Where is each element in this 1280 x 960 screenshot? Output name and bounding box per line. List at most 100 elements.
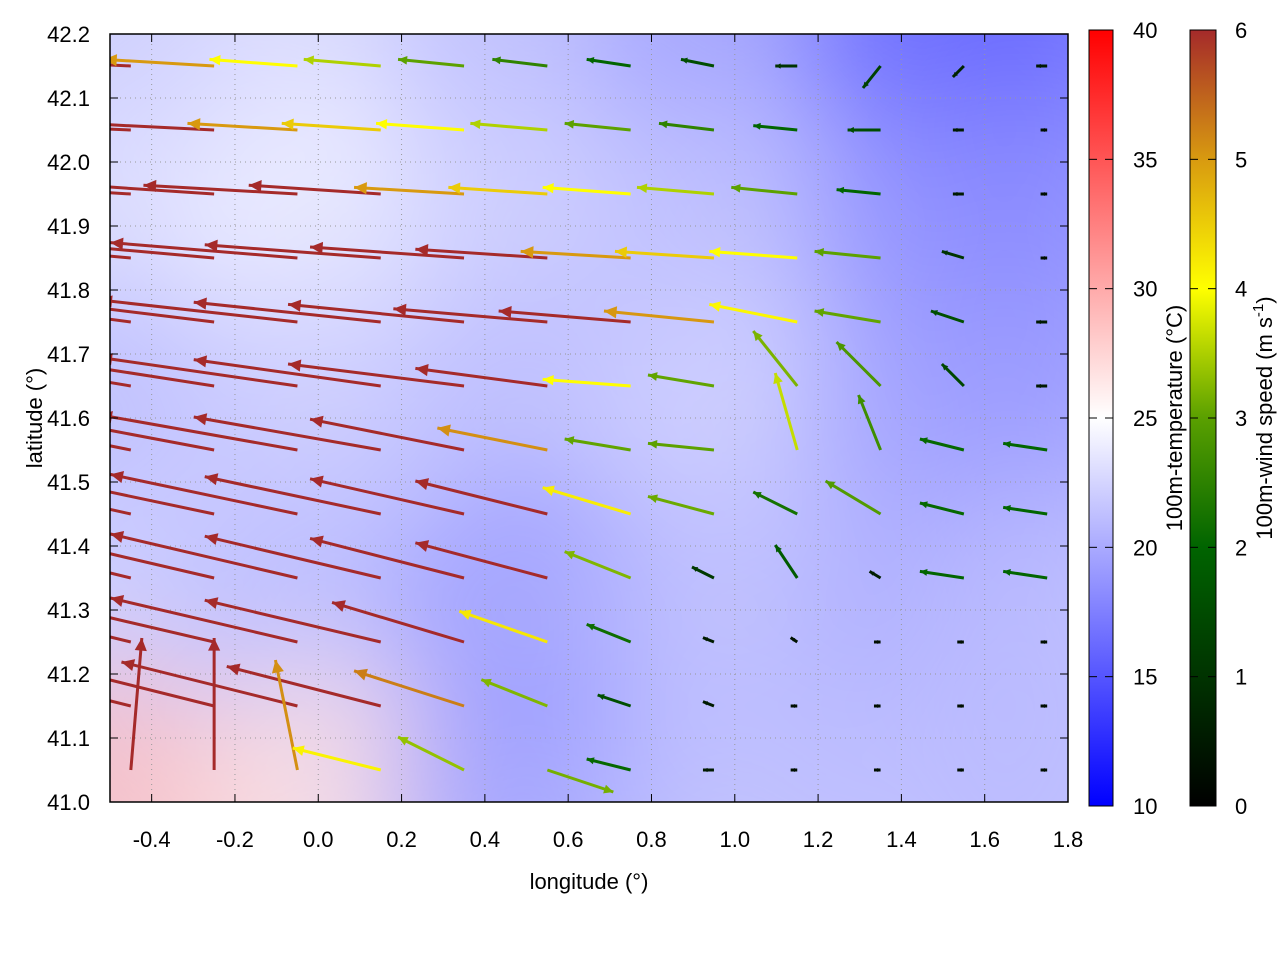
wind-arrow-head: [952, 71, 958, 77]
y-tick-label: 42.2: [47, 22, 90, 47]
temperature-cell: [386, 86, 667, 366]
wind-arrow: [1040, 703, 1048, 709]
wind-arrow-head: [354, 668, 368, 681]
wind-arrow: [492, 56, 548, 68]
x-tick-label: 0.8: [636, 827, 667, 852]
y-tick-label: 41.6: [47, 406, 90, 431]
wind-arrow-head: [288, 359, 302, 372]
wind-arrow-head: [110, 353, 113, 366]
temperature-cell: [594, 86, 875, 366]
wind-arrow: [110, 616, 215, 644]
wind-arrow-head: [702, 701, 709, 706]
wind-arrow-shaft: [814, 309, 881, 324]
wind-arrow: [331, 600, 465, 644]
wind-arrow: [287, 299, 465, 324]
wind-arrow-head: [110, 411, 113, 424]
wind-arrow-head: [1040, 639, 1045, 645]
y-tick-label: 41.1: [47, 726, 90, 751]
wind-arrow: [1002, 569, 1048, 580]
wind-arrow: [1036, 383, 1048, 389]
wind-arrow-shaft: [752, 330, 799, 387]
wind-arrow-head: [564, 436, 575, 445]
wind-arrow-shaft: [248, 183, 381, 196]
wind-arrow-shaft: [110, 428, 215, 452]
temperature-cell: [594, 278, 875, 558]
wind-arrow: [110, 490, 215, 516]
wind-arrow-shaft: [110, 307, 215, 324]
wind-arrow-head: [204, 533, 219, 546]
wind-arrow: [498, 305, 631, 324]
wind-arrow: [680, 57, 715, 68]
wind-arrow-head: [1036, 319, 1041, 325]
wind-arrow-head: [957, 639, 962, 645]
temperature-colorbar-label: 100m-temperature (°C): [1162, 305, 1187, 531]
wind-arrow: [957, 703, 964, 709]
wind-arrow-shaft: [309, 245, 465, 260]
wind-arrow: [702, 700, 715, 708]
wind-arrow-head: [332, 600, 346, 612]
wind-arrow: [952, 191, 964, 197]
wind-arrow: [702, 767, 714, 773]
temperature-cell: [928, 662, 1068, 802]
wind-arrow-head: [193, 413, 208, 426]
x-tick-label: 0.0: [303, 827, 334, 852]
temperature-colorbar-tick-label: 30: [1133, 277, 1157, 302]
wind-arrow-head: [952, 127, 958, 133]
wind-arrow-head: [702, 637, 709, 642]
wind-arrow-head: [303, 55, 315, 66]
temperature-cell: [178, 86, 459, 366]
wind-arrow: [647, 494, 715, 516]
wind-arrow-shaft: [1002, 569, 1048, 580]
wind-arrow-head: [208, 638, 221, 651]
wind-arrow: [868, 570, 882, 580]
wind-arrow: [1040, 127, 1048, 133]
wind-arrow-shaft: [814, 249, 881, 260]
x-tick-label: 1.6: [969, 827, 1000, 852]
wind-arrow-head: [647, 372, 658, 381]
wind-arrow-head: [847, 126, 854, 134]
wind-arrow: [448, 182, 548, 196]
temperature-colorbar-tick-label: 15: [1133, 665, 1157, 690]
y-tick-label: 41.7: [47, 342, 90, 367]
wind-arrow-shaft: [121, 660, 298, 708]
wind-arrow: [708, 301, 798, 324]
wind-arrow: [1036, 319, 1048, 325]
temperature-colorbar-ticks: 10 15 20 25 30 35 40: [1089, 18, 1157, 819]
wind-arrow: [121, 659, 298, 708]
wind-arrow-shaft: [204, 598, 382, 644]
wind-arrow: [930, 309, 965, 324]
wind-arrow-shaft: [110, 415, 298, 452]
temperature-colorbar-tick-label: 40: [1133, 18, 1157, 43]
wind-arrow-shaft: [919, 437, 965, 452]
wind-arrow-shaft: [187, 121, 298, 132]
wind-arrow: [564, 436, 631, 452]
wind-arrow: [614, 246, 715, 260]
wind-arrow: [353, 668, 465, 708]
wind-arrow-head: [1040, 703, 1045, 709]
wind-arrow-head: [110, 54, 118, 67]
y-tick-label: 41.8: [47, 278, 90, 303]
wind-arrow-head: [775, 63, 781, 69]
x-tick-label: 0.6: [553, 827, 584, 852]
wind-arrow: [1002, 505, 1048, 516]
wind-arrow-shaft: [824, 479, 882, 516]
wind-arrow: [824, 479, 882, 516]
wind-arrow: [309, 535, 465, 580]
wind-arrow: [702, 636, 715, 644]
wind-arrow: [586, 57, 631, 68]
wind-arrow-head: [437, 424, 451, 437]
wind-colorbar-tick-label: 6: [1235, 18, 1247, 43]
wind-colorbar-label: 100m-wind speed (m s-1): [1250, 296, 1277, 539]
wind-arrow: [393, 303, 548, 324]
wind-arrow-shaft: [110, 490, 215, 516]
wind-arrow-shaft: [564, 550, 632, 580]
wind-arrow-head: [753, 331, 763, 342]
temperature-colorbar-tick-label: 10: [1133, 794, 1157, 819]
wind-arrow-shaft: [564, 437, 631, 452]
wind-arrow-shaft: [586, 57, 631, 68]
wind-arrow-shaft: [110, 678, 215, 708]
wind-arrow-shaft: [193, 300, 381, 324]
wind-arrow: [375, 118, 465, 132]
wind-arrow-head: [415, 540, 430, 552]
wind-arrow-shaft: [1002, 505, 1048, 516]
